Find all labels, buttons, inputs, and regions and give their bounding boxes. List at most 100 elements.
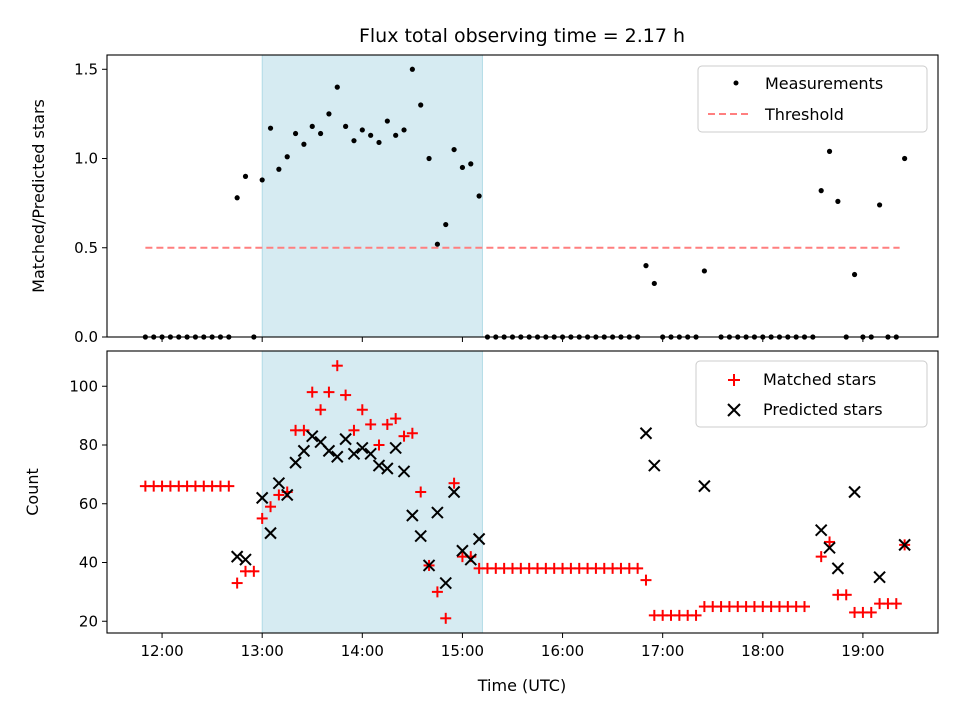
x-tick-label: 15:00 [441,642,484,660]
legend-top: Measurements Threshold [697,65,928,133]
legend-label-matched: Matched stars [763,370,876,389]
measurement-point [393,132,399,138]
matched-stars-point [632,562,644,574]
legend-bottom: Matched stars Predicted stars [695,360,928,428]
matched-stars-point [840,589,852,601]
matched-stars-point [256,512,268,524]
measurement-point [259,177,265,183]
predicted-stars-point [372,459,386,472]
matched-stars-point [381,418,393,430]
x-tick-label: 19:00 [841,642,884,660]
top-plot-frame [106,54,939,338]
y-axis-label-top: Matched/Predicted stars [29,99,48,293]
measurement-point [835,198,841,204]
matched-stars-point [248,565,260,577]
matched-stars-point [231,577,243,589]
measurement-point [343,123,349,129]
measurement-point [434,241,440,247]
matched-stars-point [431,586,443,598]
matched-stars-point [365,418,377,430]
matched-stars-point [865,606,877,618]
measurement-point [651,280,657,287]
matched-stars-point [223,480,235,492]
y-tick-label: 0.5 [74,239,98,257]
x-tick-label: 12:00 [140,642,183,660]
y-tick-label: 80 [79,436,98,454]
shaded-observing-span [261,350,483,634]
measurement-point [826,148,833,154]
matched-stars-point [373,439,385,451]
measurement-point [476,193,482,199]
measurement-point [359,127,365,133]
y-tick-label: 0.0 [74,328,98,346]
matched-stars-point [440,612,452,624]
matched-stars-point [315,404,327,416]
predicted-stars-point [264,526,277,540]
matched-stars-point [306,386,318,398]
measurement-point [468,161,474,167]
predicted-stars-point [364,447,377,461]
matched-stars-point [390,413,402,425]
predicted-stars-point [406,509,419,522]
predicted-stars-point [823,541,836,555]
matched-stars-point [690,609,702,621]
measurement-point [334,84,340,90]
shaded-observing-span [261,54,483,338]
measurement-point [902,155,908,162]
measurement-point [459,164,466,171]
measurement-point [317,130,324,137]
measurement-point [242,173,249,179]
predicted-stars-point [898,538,911,552]
predicted-stars-point [439,576,452,590]
matched-stars-point [890,598,902,610]
legend-label-predicted: Predicted stars [763,400,883,419]
x-tick-label: 13:00 [241,642,284,660]
predicted-stars-point [472,532,486,546]
matched-stars-point [398,430,410,442]
chart-title: Flux total observing time = 2.17 h [359,25,685,47]
predicted-stars-point [848,485,861,499]
measurement-point [876,202,883,208]
predicted-stars-point [255,491,269,505]
matched-stars-point [273,489,285,501]
legend-label-threshold: Threshold [764,105,844,124]
predicted-stars-point [414,529,427,543]
x-tick-label: 16:00 [541,642,584,660]
measurement-point [292,130,299,137]
matched-stars-point [356,404,368,416]
predicted-stars-point [281,488,294,502]
predicted-stars-point [831,562,845,575]
predicted-stars-point [239,553,252,566]
x-tick-label: 18:00 [741,642,784,660]
x-axis-label: Time (UTC) [477,676,566,695]
predicted-stars-point [322,444,336,458]
legend-marker-matched [728,374,740,386]
measurement-point [643,263,649,269]
measurement-point [418,102,424,108]
matched-stars-point [640,574,652,586]
measurement-point [301,141,307,147]
predicted-stars-point [297,444,311,458]
measurement-point [351,138,357,144]
bottom-plot-frame [106,350,939,634]
matched-stars-point [406,427,418,439]
bottom-plot-panel: 20 40 60 80 100 12:00 13:00 14:00 15:00 16:00 17:… [23,350,939,695]
legend-label-measurements: Measurements [765,74,883,93]
predicted-stars-point [230,550,244,563]
measurement-point [376,139,382,146]
predicted-stars-point [422,559,436,572]
measurement-point [267,125,274,131]
measurement-point [451,146,457,153]
predicted-stars-point [648,459,661,472]
predicted-stars-point [698,479,711,493]
predicted-stars-point [814,523,828,537]
predicted-stars-point [389,441,402,455]
y-tick-label: 40 [79,554,98,572]
matched-stars-point [323,386,335,398]
measurement-point [309,123,315,129]
predicted-stars-point [397,465,411,478]
predicted-stars-point [381,462,394,475]
y-tick-label: 20 [79,612,98,630]
predicted-stars-point [639,427,653,440]
